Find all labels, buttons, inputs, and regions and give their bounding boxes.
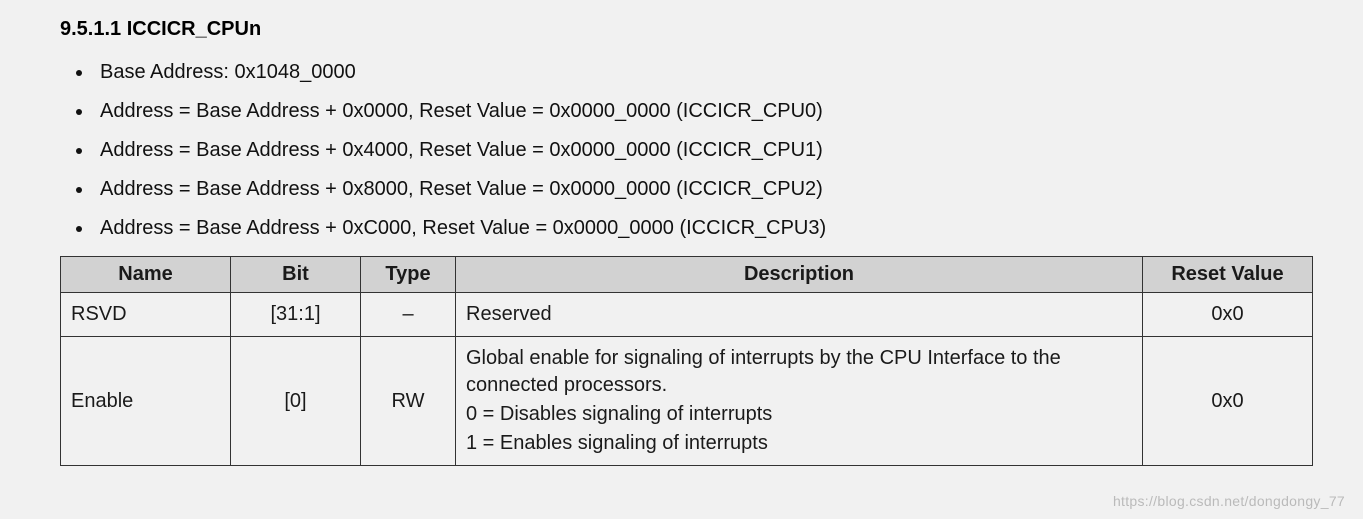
col-header-reset: Reset Value: [1143, 257, 1313, 293]
col-header-description: Description: [456, 257, 1143, 293]
watermark-text: https://blog.csdn.net/dongdongy_77: [1113, 493, 1345, 509]
address-list: Base Address: 0x1048_0000 Address = Base…: [60, 61, 1313, 240]
desc-line: Reserved: [466, 301, 1132, 328]
cell-description: Global enable for signaling of interrupt…: [456, 337, 1143, 466]
desc-line: 0 = Disables signaling of interrupts: [466, 401, 1132, 428]
list-item: Base Address: 0x1048_0000: [94, 61, 1313, 84]
list-item: Address = Base Address + 0x0000, Reset V…: [94, 100, 1313, 123]
cell-bit: [0]: [231, 337, 361, 466]
cell-bit: [31:1]: [231, 293, 361, 337]
cell-reset: 0x0: [1143, 337, 1313, 466]
cell-reset: 0x0: [1143, 293, 1313, 337]
section-heading: 9.5.1.1 ICCICR_CPUn: [60, 18, 1313, 41]
cell-name: Enable: [61, 337, 231, 466]
list-item: Address = Base Address + 0xC000, Reset V…: [94, 217, 1313, 240]
list-item: Address = Base Address + 0x8000, Reset V…: [94, 178, 1313, 201]
document-page: 9.5.1.1 ICCICR_CPUn Base Address: 0x1048…: [0, 0, 1363, 519]
col-header-type: Type: [361, 257, 456, 293]
desc-line: Global enable for signaling of interrupt…: [466, 345, 1132, 399]
register-table: Name Bit Type Description Reset Value RS…: [60, 256, 1313, 466]
cell-description: Reserved: [456, 293, 1143, 337]
table-header-row: Name Bit Type Description Reset Value: [61, 257, 1313, 293]
col-header-name: Name: [61, 257, 231, 293]
cell-name: RSVD: [61, 293, 231, 337]
table-row: RSVD [31:1] – Reserved 0x0: [61, 293, 1313, 337]
desc-line: 1 = Enables signaling of interrupts: [466, 430, 1132, 457]
cell-type: RW: [361, 337, 456, 466]
table-row: Enable [0] RW Global enable for signalin…: [61, 337, 1313, 466]
col-header-bit: Bit: [231, 257, 361, 293]
list-item: Address = Base Address + 0x4000, Reset V…: [94, 139, 1313, 162]
cell-type: –: [361, 293, 456, 337]
